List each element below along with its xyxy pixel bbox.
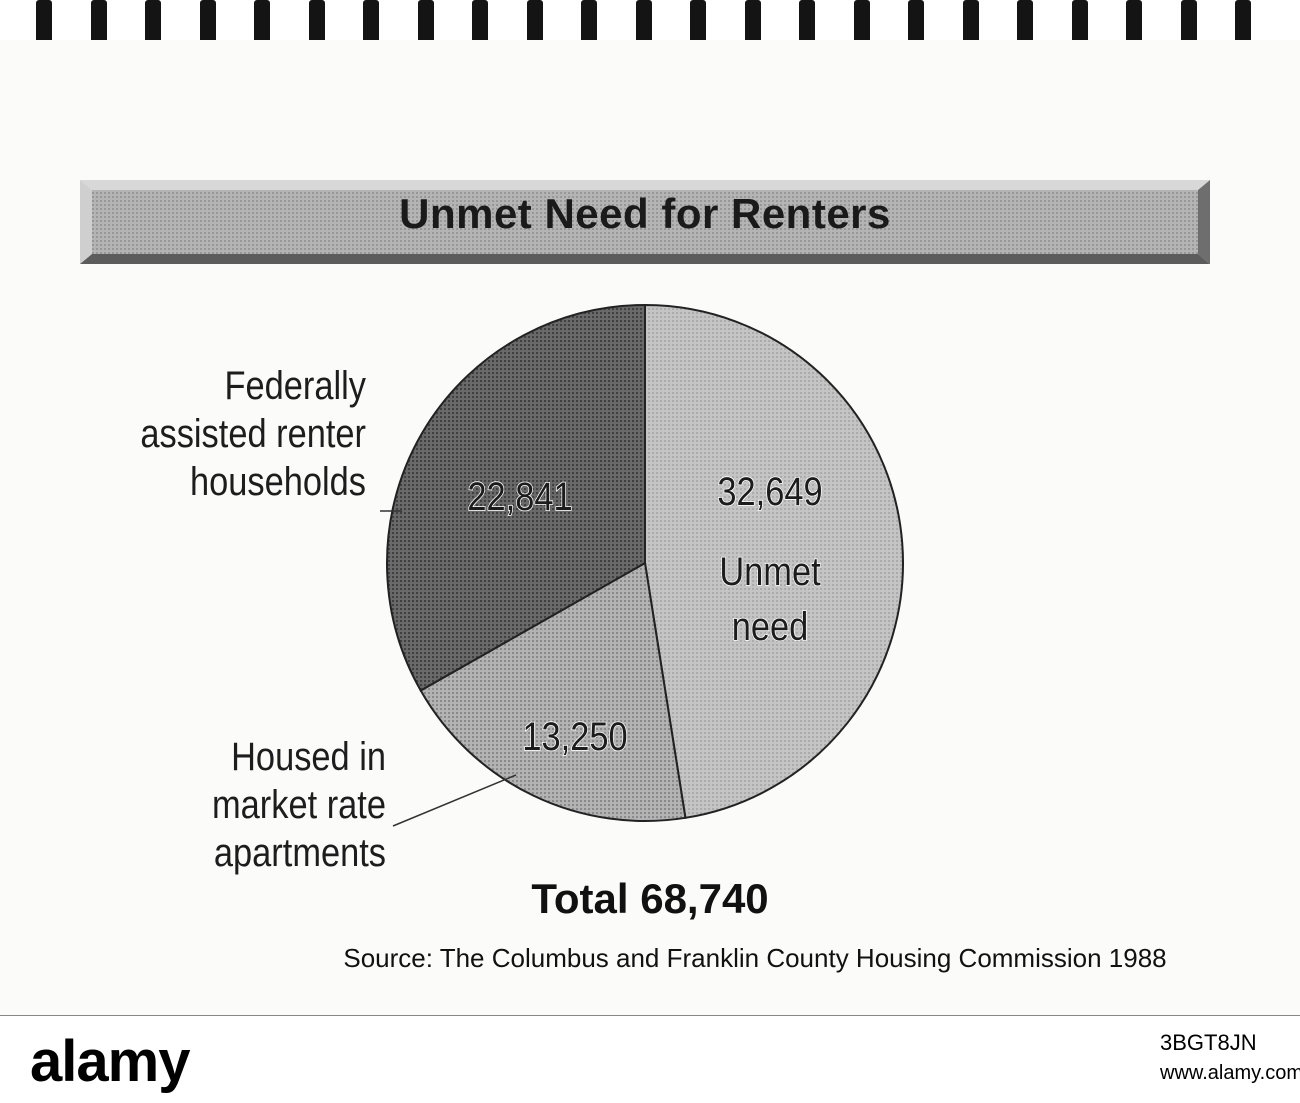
binding-ring bbox=[1071, 0, 1088, 46]
slice-federally-assisted-value: 22,841 bbox=[467, 474, 572, 519]
slice-unmet-need-value: 32,649 bbox=[717, 469, 822, 514]
slice-unmet-need-label: Unmet bbox=[719, 549, 821, 594]
binding-ring bbox=[1017, 0, 1033, 46]
callout-federally-line2: assisted renter bbox=[140, 412, 366, 456]
binding-ring bbox=[1180, 0, 1197, 46]
total-label: Total 68,740 bbox=[531, 875, 769, 922]
alamy-logo: alamy bbox=[30, 1029, 190, 1094]
callout-federally: Federally assisted renter households bbox=[103, 362, 366, 506]
callout-housed-line3: apartments bbox=[213, 831, 386, 875]
binding-ring bbox=[145, 0, 161, 46]
binding-ring bbox=[1235, 0, 1251, 46]
binding-ring bbox=[908, 0, 924, 46]
image-url: www.alamy.com bbox=[1160, 1062, 1300, 1084]
leader-housed bbox=[392, 774, 517, 827]
binding-ring bbox=[744, 0, 761, 46]
slice-housed-market-rate-value: 13,250 bbox=[522, 714, 627, 759]
binding-ring bbox=[690, 0, 706, 46]
binding-ring bbox=[36, 0, 52, 46]
callout-federally-line1: Federally bbox=[224, 364, 366, 408]
slice-unmet-need-label: need bbox=[732, 604, 809, 649]
chart-title: Unmet Need for Renters bbox=[399, 190, 891, 237]
callout-federally-line3: households bbox=[190, 460, 366, 504]
binding-ring bbox=[581, 0, 597, 46]
binding-ring bbox=[635, 0, 652, 46]
binding-ring bbox=[853, 0, 870, 46]
binding-ring bbox=[799, 0, 815, 46]
image-id: 3BGT8JN bbox=[1160, 1030, 1257, 1055]
slice-unmet-need bbox=[644, 303, 904, 819]
binding-ring bbox=[417, 0, 434, 46]
binding-ring bbox=[962, 0, 979, 46]
binding-ring bbox=[526, 0, 543, 46]
stock-footer bbox=[0, 1016, 1300, 1103]
binding-ring bbox=[472, 0, 488, 46]
binding-ring bbox=[254, 0, 270, 46]
source-note: Source: The Columbus and Franklin County… bbox=[343, 943, 1167, 973]
callout-housed-line1: Housed in bbox=[231, 735, 386, 779]
binding-ring bbox=[1126, 0, 1142, 46]
binding-ring bbox=[90, 0, 107, 46]
title-banner bbox=[80, 180, 1210, 264]
slice-federally-assisted bbox=[386, 303, 646, 692]
callout-housed-line2: market rate bbox=[212, 783, 386, 827]
binding-ring bbox=[363, 0, 379, 46]
binding-ring bbox=[199, 0, 216, 46]
binding-ring bbox=[308, 0, 325, 46]
callout-housed: Housed in market rate apartments bbox=[131, 733, 386, 877]
slice-housed-market-rate bbox=[419, 561, 687, 822]
